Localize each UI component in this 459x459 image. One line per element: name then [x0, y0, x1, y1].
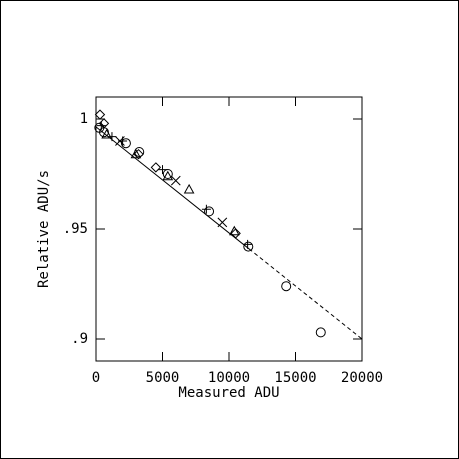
point — [158, 165, 167, 175]
point — [120, 138, 131, 149]
point — [101, 128, 112, 139]
point — [107, 132, 117, 142]
fit-line — [248, 248, 363, 340]
point — [204, 206, 215, 217]
point — [230, 228, 241, 239]
point — [183, 183, 195, 194]
point — [170, 175, 181, 186]
x-axis-label: Measured ADU — [178, 385, 279, 401]
x-tick-label: 5000 — [146, 370, 180, 386]
x-tick-label: 0 — [92, 370, 100, 386]
y-tick-label: .9 — [71, 331, 88, 347]
fit-line — [95, 126, 250, 250]
point — [243, 239, 253, 249]
point — [150, 162, 162, 173]
point — [94, 109, 106, 120]
point — [133, 148, 144, 160]
point — [96, 121, 106, 131]
point — [315, 327, 326, 338]
x-tick-label: 10000 — [208, 370, 250, 386]
point — [228, 225, 240, 236]
x-tick-label: 20000 — [341, 370, 383, 386]
y-tick-label: 1 — [80, 111, 88, 127]
point — [243, 241, 254, 252]
point — [281, 281, 292, 292]
point — [217, 217, 228, 228]
point — [201, 204, 211, 214]
y-tick-label: .95 — [63, 221, 88, 237]
x-tick-label: 15000 — [274, 370, 316, 386]
point — [115, 136, 125, 146]
point — [162, 169, 173, 179]
y-axis-label: Relative ADU/s — [36, 170, 52, 288]
point — [162, 170, 174, 181]
point — [130, 148, 142, 159]
